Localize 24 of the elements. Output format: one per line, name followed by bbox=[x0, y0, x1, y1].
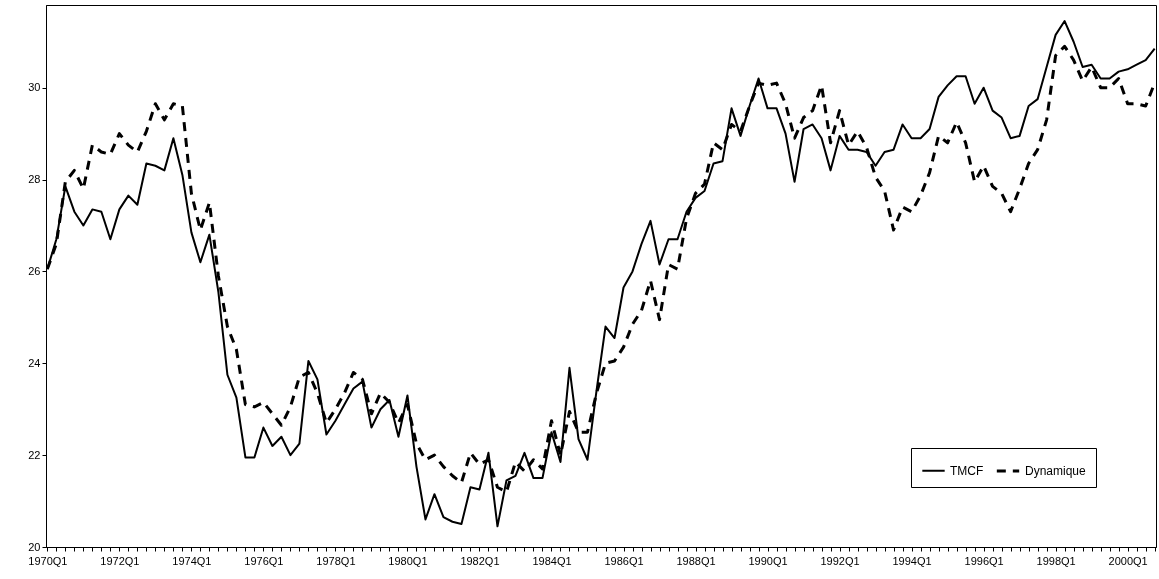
y-tick-label: 24 bbox=[28, 356, 41, 369]
x-tick-label: 1994Q1 bbox=[892, 554, 932, 567]
x-tick-label: 1978Q1 bbox=[316, 554, 356, 567]
y-tick-label: 28 bbox=[28, 173, 41, 186]
y-tick-label: 20 bbox=[28, 540, 41, 553]
x-tick-label: 2000Q1 bbox=[1108, 554, 1148, 567]
x-tick-label: 1998Q1 bbox=[1036, 554, 1076, 567]
x-tick-label: 1990Q1 bbox=[748, 554, 788, 567]
x-tick-label: 1974Q1 bbox=[172, 554, 212, 567]
legend-label: Dynamique bbox=[1025, 464, 1087, 478]
x-tick-label: 1970Q1 bbox=[28, 554, 68, 567]
y-tick-label: 26 bbox=[28, 264, 41, 277]
y-tick-label: 22 bbox=[28, 448, 41, 461]
x-tick-label: 1988Q1 bbox=[676, 554, 716, 567]
x-tick-label: 1984Q1 bbox=[532, 554, 572, 567]
x-tick-label: 1976Q1 bbox=[244, 554, 284, 567]
y-tick-label: 30 bbox=[28, 81, 41, 94]
x-tick-label: 1986Q1 bbox=[604, 554, 644, 567]
x-tick-label: 1992Q1 bbox=[820, 554, 860, 567]
x-tick-label: 1982Q1 bbox=[460, 554, 500, 567]
x-tick-label: 1980Q1 bbox=[388, 554, 428, 567]
legend-label: TMCF bbox=[950, 463, 984, 478]
x-tick-label: 1972Q1 bbox=[100, 554, 140, 567]
x-tick-label: 1996Q1 bbox=[964, 554, 1004, 567]
